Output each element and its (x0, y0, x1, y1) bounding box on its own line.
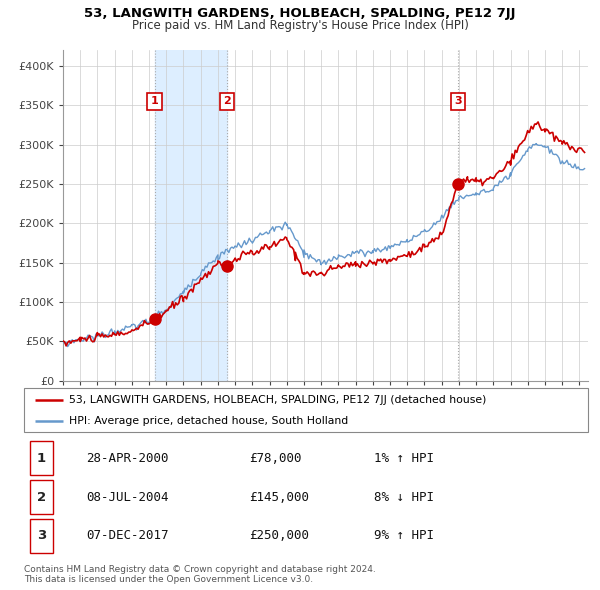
Text: 07-DEC-2017: 07-DEC-2017 (86, 529, 169, 542)
Text: 2: 2 (37, 490, 46, 504)
Text: 08-JUL-2004: 08-JUL-2004 (86, 490, 169, 504)
Text: This data is licensed under the Open Government Licence v3.0.: This data is licensed under the Open Gov… (24, 575, 313, 584)
FancyBboxPatch shape (29, 441, 53, 476)
Text: 8% ↓ HPI: 8% ↓ HPI (374, 490, 434, 504)
Text: 1: 1 (37, 452, 46, 465)
Text: Contains HM Land Registry data © Crown copyright and database right 2024.: Contains HM Land Registry data © Crown c… (24, 565, 376, 574)
Text: 53, LANGWITH GARDENS, HOLBEACH, SPALDING, PE12 7JJ: 53, LANGWITH GARDENS, HOLBEACH, SPALDING… (84, 7, 516, 20)
Text: 9% ↑ HPI: 9% ↑ HPI (374, 529, 434, 542)
Text: 2: 2 (223, 96, 231, 106)
FancyBboxPatch shape (24, 388, 588, 432)
FancyBboxPatch shape (29, 480, 53, 514)
Text: £145,000: £145,000 (250, 490, 310, 504)
Text: 3: 3 (37, 529, 46, 542)
Text: £78,000: £78,000 (250, 452, 302, 465)
Text: 1: 1 (151, 96, 158, 106)
Text: Price paid vs. HM Land Registry's House Price Index (HPI): Price paid vs. HM Land Registry's House … (131, 19, 469, 32)
Text: £250,000: £250,000 (250, 529, 310, 542)
FancyBboxPatch shape (29, 519, 53, 553)
Text: 28-APR-2000: 28-APR-2000 (86, 452, 169, 465)
Bar (155, 50, 227, 381)
Text: 53, LANGWITH GARDENS, HOLBEACH, SPALDING, PE12 7JJ (detached house): 53, LANGWITH GARDENS, HOLBEACH, SPALDING… (69, 395, 487, 405)
Text: HPI: Average price, detached house, South Holland: HPI: Average price, detached house, Sout… (69, 416, 349, 426)
Text: 1% ↑ HPI: 1% ↑ HPI (374, 452, 434, 465)
Text: 3: 3 (454, 96, 461, 106)
